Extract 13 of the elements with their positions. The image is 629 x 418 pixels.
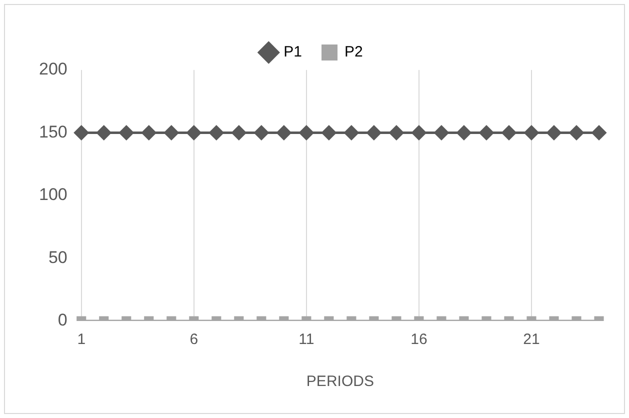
x-tick-label: 11 bbox=[298, 331, 314, 348]
legend-label: P1 bbox=[284, 44, 302, 61]
y-tick-label: 0 bbox=[58, 310, 68, 330]
x-tick-label: 6 bbox=[190, 331, 198, 348]
y-tick-label: 100 bbox=[38, 185, 68, 204]
y-tick-label: 50 bbox=[48, 248, 68, 267]
x-tick-label: 21 bbox=[523, 331, 540, 348]
y-tick-label: 150 bbox=[38, 122, 68, 142]
x-axis-title: PERIODS bbox=[306, 373, 374, 390]
x-tick-label: 16 bbox=[410, 331, 428, 348]
x-tick-label: 1 bbox=[77, 331, 86, 348]
legend-label: P2 bbox=[344, 44, 363, 61]
y-tick-label: 200 bbox=[38, 60, 68, 79]
